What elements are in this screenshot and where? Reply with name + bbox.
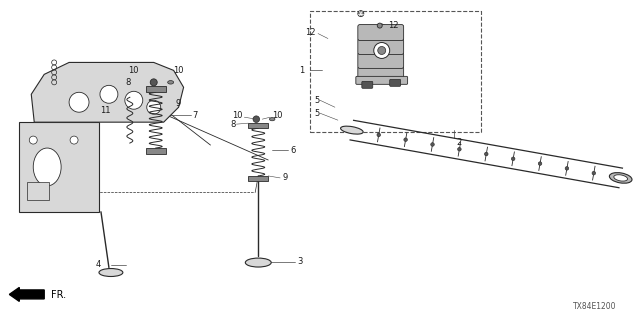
Text: 12: 12 <box>388 21 398 30</box>
Text: 5: 5 <box>315 109 320 118</box>
Ellipse shape <box>269 117 275 121</box>
Circle shape <box>538 162 542 165</box>
Ellipse shape <box>33 148 61 186</box>
Circle shape <box>29 136 37 144</box>
Circle shape <box>565 167 569 170</box>
FancyBboxPatch shape <box>356 76 408 84</box>
Text: 10: 10 <box>232 111 243 120</box>
FancyBboxPatch shape <box>362 81 372 88</box>
Ellipse shape <box>99 268 123 276</box>
Ellipse shape <box>609 172 632 183</box>
Circle shape <box>374 43 390 59</box>
FancyBboxPatch shape <box>358 67 404 82</box>
Circle shape <box>404 138 408 141</box>
Circle shape <box>253 116 260 123</box>
Circle shape <box>125 91 143 109</box>
FancyBboxPatch shape <box>358 52 404 68</box>
Circle shape <box>100 85 118 103</box>
Circle shape <box>70 136 78 144</box>
Text: 10: 10 <box>272 111 283 120</box>
Text: 1: 1 <box>299 66 304 75</box>
Bar <box>248 123 268 128</box>
Text: 8: 8 <box>230 120 236 129</box>
Circle shape <box>150 79 157 86</box>
Circle shape <box>511 157 515 161</box>
Text: 5: 5 <box>315 96 320 105</box>
Bar <box>310 11 481 132</box>
FancyBboxPatch shape <box>390 79 401 86</box>
Text: 6: 6 <box>290 146 296 155</box>
Text: 4: 4 <box>96 260 101 269</box>
Text: 11: 11 <box>100 106 111 115</box>
Text: 10: 10 <box>128 66 139 75</box>
Bar <box>248 176 268 181</box>
Ellipse shape <box>168 81 173 84</box>
Circle shape <box>358 11 364 17</box>
FancyBboxPatch shape <box>358 25 404 41</box>
Circle shape <box>147 100 161 114</box>
Text: FR.: FR. <box>51 291 67 300</box>
Circle shape <box>484 152 488 156</box>
Ellipse shape <box>340 126 363 134</box>
FancyArrow shape <box>10 287 44 301</box>
Circle shape <box>431 143 435 146</box>
Bar <box>19 122 99 212</box>
Bar <box>146 148 166 154</box>
Text: 9: 9 <box>282 173 287 182</box>
Circle shape <box>378 46 386 54</box>
Bar <box>146 86 166 92</box>
Bar <box>28 182 49 200</box>
Circle shape <box>377 23 382 28</box>
Ellipse shape <box>245 258 271 267</box>
Circle shape <box>69 92 89 112</box>
Circle shape <box>377 133 381 137</box>
Text: 8: 8 <box>125 78 131 87</box>
Text: 9: 9 <box>175 99 181 108</box>
Polygon shape <box>31 62 184 122</box>
Circle shape <box>458 148 461 151</box>
Text: 2: 2 <box>456 138 461 147</box>
FancyBboxPatch shape <box>358 38 404 54</box>
Text: 3: 3 <box>297 257 303 266</box>
Circle shape <box>592 171 596 175</box>
Ellipse shape <box>614 175 628 181</box>
Text: 12: 12 <box>305 28 316 37</box>
Text: TX84E1200: TX84E1200 <box>573 302 617 311</box>
Text: 7: 7 <box>193 111 198 120</box>
Text: 10: 10 <box>173 66 183 75</box>
